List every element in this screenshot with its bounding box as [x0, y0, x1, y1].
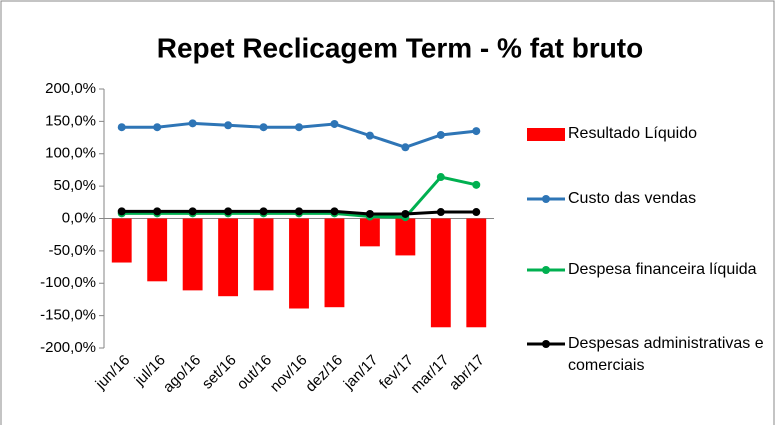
bar [289, 218, 309, 309]
point [401, 209, 410, 218]
x-tick-label: set/16 [199, 352, 240, 393]
legend-label: Resultado Líquido [568, 125, 697, 142]
point [330, 207, 339, 216]
point [436, 130, 445, 139]
point [472, 208, 481, 217]
y-tick-label: 100,0% [45, 145, 96, 162]
bar [253, 218, 274, 291]
y-tick-label: 150,0% [45, 112, 96, 129]
point [259, 123, 268, 132]
point [188, 119, 197, 128]
y-tick-label: 0,0% [62, 209, 96, 226]
y-tick-label: -200,0% [40, 339, 96, 356]
point [153, 207, 162, 216]
x-tick-label: abr/17 [446, 352, 488, 394]
point [472, 127, 481, 136]
bar [218, 218, 239, 297]
legend-label: Despesa financeira líquida [568, 261, 757, 278]
chart-title: Repet Reclicagem Term - % fat bruto [157, 32, 643, 63]
point [188, 207, 197, 216]
bar [182, 218, 203, 291]
legend-label: Despesas administrativas e comerciais [568, 335, 764, 374]
y-tick-label: 200,0% [45, 80, 96, 97]
bar [147, 218, 168, 282]
legend-swatch [527, 128, 565, 141]
bar [111, 218, 132, 263]
x-tick-label: mar/17 [407, 352, 452, 397]
point [259, 207, 268, 216]
y-tick-label: -150,0% [40, 307, 96, 324]
legend-marker [542, 266, 550, 274]
point [401, 143, 410, 152]
point [436, 208, 445, 217]
bar [324, 218, 345, 308]
bar [466, 218, 487, 328]
point [472, 180, 481, 189]
point [117, 207, 126, 216]
y-tick-label: -50,0% [48, 242, 96, 259]
x-tick-label: jan/17 [340, 352, 382, 394]
point [117, 123, 126, 132]
legend-marker [542, 195, 550, 203]
x-tick-label: dez/16 [302, 352, 346, 396]
x-tick-label: nov/16 [267, 352, 311, 396]
bar [359, 218, 380, 247]
legend-marker [542, 340, 550, 348]
y-tick-label: -100,0% [40, 274, 96, 291]
point [153, 123, 162, 132]
point [224, 207, 233, 216]
legend-label: Custo das vendas [568, 190, 697, 207]
x-tick-label: ago/16 [160, 352, 204, 396]
point [295, 123, 303, 132]
point [436, 173, 445, 182]
bar [430, 218, 451, 328]
bar [395, 218, 416, 256]
point [365, 209, 374, 218]
point [330, 119, 339, 128]
point [365, 131, 374, 140]
point [224, 121, 233, 130]
point [295, 207, 303, 216]
x-tick-label: jun/16 [92, 352, 134, 394]
y-tick-label: 50,0% [53, 177, 96, 194]
